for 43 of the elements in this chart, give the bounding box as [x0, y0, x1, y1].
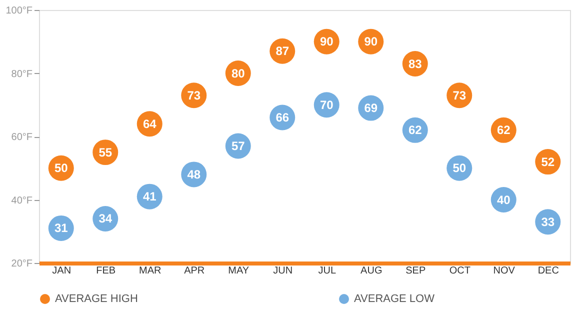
data-label: 64: [142, 116, 157, 131]
y-tick-label: 80°F: [11, 68, 32, 80]
x-tick-label: DEC: [538, 266, 559, 276]
y-tick-label: 100°F: [6, 6, 32, 16]
data-label: 55: [98, 145, 112, 160]
data-label: 90: [320, 34, 334, 49]
data-label: 31: [54, 221, 68, 236]
data-label: 73: [187, 88, 201, 102]
data-label: 50: [452, 161, 466, 176]
data-label: 70: [320, 98, 334, 112]
y-tick-label: 60°F: [11, 132, 32, 143]
data-label: 52: [541, 154, 555, 169]
data-label: 83: [408, 56, 422, 71]
legend-label: AVERAGE HIGH: [55, 293, 138, 305]
x-tick-label: JUL: [318, 266, 336, 276]
data-label: 80: [231, 66, 246, 80]
data-label: 48: [187, 167, 201, 182]
data-label: 34: [98, 212, 112, 226]
x-tick-label: NOV: [493, 266, 516, 276]
x-tick-label: JUN: [273, 266, 293, 276]
data-label: 50: [54, 161, 68, 176]
x-tick-label: APR: [184, 266, 205, 276]
data-label: 57: [231, 138, 246, 153]
x-tick-label: FEB: [96, 266, 116, 276]
data-label: 41: [142, 190, 157, 204]
data-label: 62: [496, 123, 511, 138]
data-label: 69: [364, 101, 378, 116]
legend-label: AVERAGE LOW: [354, 293, 436, 305]
data-label: 62: [408, 123, 422, 138]
x-tick-label: OCT: [449, 266, 470, 276]
data-label: 87: [276, 44, 290, 58]
y-tick-label: 20°F: [11, 258, 32, 270]
x-tick-label: MAR: [139, 266, 162, 276]
data-label: 33: [541, 214, 555, 229]
y-tick-label: 40°F: [11, 195, 32, 206]
x-tick-label: AUG: [360, 266, 382, 276]
x-tick-label: MAY: [228, 266, 250, 276]
data-label: 40: [496, 192, 511, 207]
data-label: 73: [452, 88, 466, 102]
x-tick-label: SEP: [406, 266, 426, 276]
data-label: 90: [364, 34, 378, 49]
x-tick-label: JAN: [52, 266, 72, 276]
data-label: 66: [276, 110, 290, 125]
